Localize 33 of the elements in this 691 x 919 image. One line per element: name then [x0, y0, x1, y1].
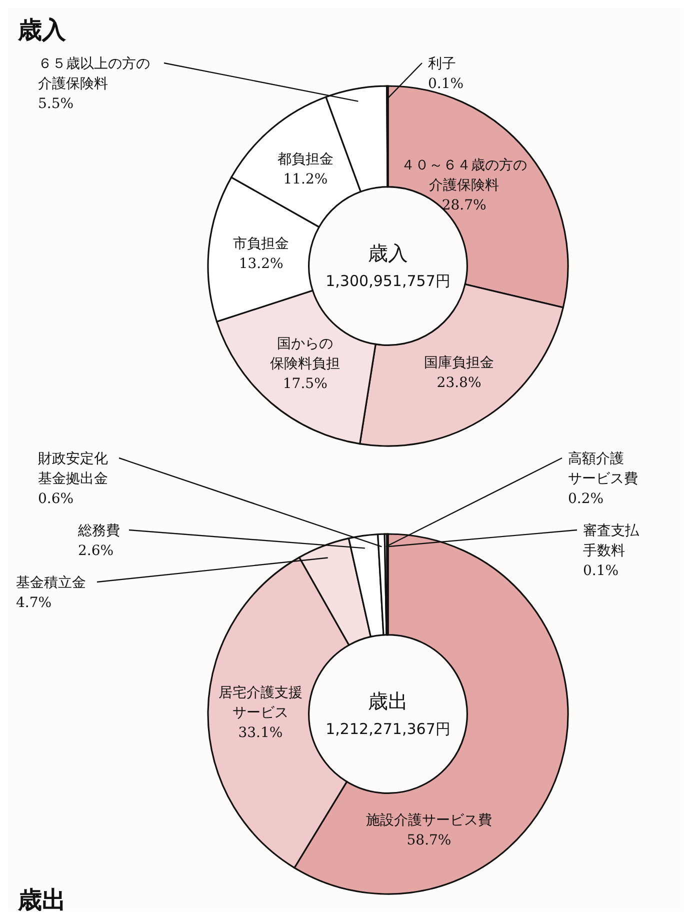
slice-label: 市負担金 — [233, 236, 290, 252]
data-label: 23.8% — [436, 374, 482, 391]
data-label: 28.7% — [442, 197, 486, 214]
slice-label: 居宅介護支援サービス — [218, 684, 302, 721]
data-label: 33.1% — [238, 724, 283, 741]
data-label: 11.2% — [283, 172, 328, 188]
slice-label: ６５歳以上の方の介護保険料 — [38, 56, 150, 92]
slice-label: 施設介護サービス費 — [366, 812, 492, 828]
data-label: 0.1% — [583, 563, 619, 579]
data-label: 0.1% — [428, 76, 464, 92]
data-label: 17.5% — [282, 376, 328, 392]
text: 歳入 — [368, 241, 408, 265]
text: 1,300,951,757円 — [326, 272, 450, 290]
data-label: 13.2% — [238, 256, 284, 272]
data-label: 0.2% — [568, 491, 604, 507]
text: 歳出 — [368, 689, 408, 713]
chart-title: 歳入 — [17, 16, 67, 44]
data-label: 4.7% — [16, 595, 52, 611]
slice-label: 国からの保険料負担 — [270, 336, 340, 372]
slice-label: 国庫負担金 — [424, 354, 494, 371]
slice-label: 利子 — [428, 56, 456, 72]
slice-label: 基金積立金 — [16, 575, 86, 591]
data-label: 0.6% — [38, 491, 74, 507]
slice-label: 審査支払手数料 — [583, 523, 640, 559]
data-label: 2.6% — [78, 543, 114, 559]
text: 1,212,271,367円 — [326, 720, 450, 738]
data-label: 58.7% — [406, 832, 452, 848]
slice-label: ４０～６４歳の方の介護保険料 — [401, 157, 528, 194]
slice-label: 総務費 — [77, 523, 120, 539]
slice-label: 都負担金 — [277, 152, 334, 168]
slice-label: 高額介護サービス費 — [568, 451, 638, 487]
data-label: 5.5% — [38, 96, 74, 112]
slice-label: 財政安定化基金拠出金 — [38, 451, 108, 487]
